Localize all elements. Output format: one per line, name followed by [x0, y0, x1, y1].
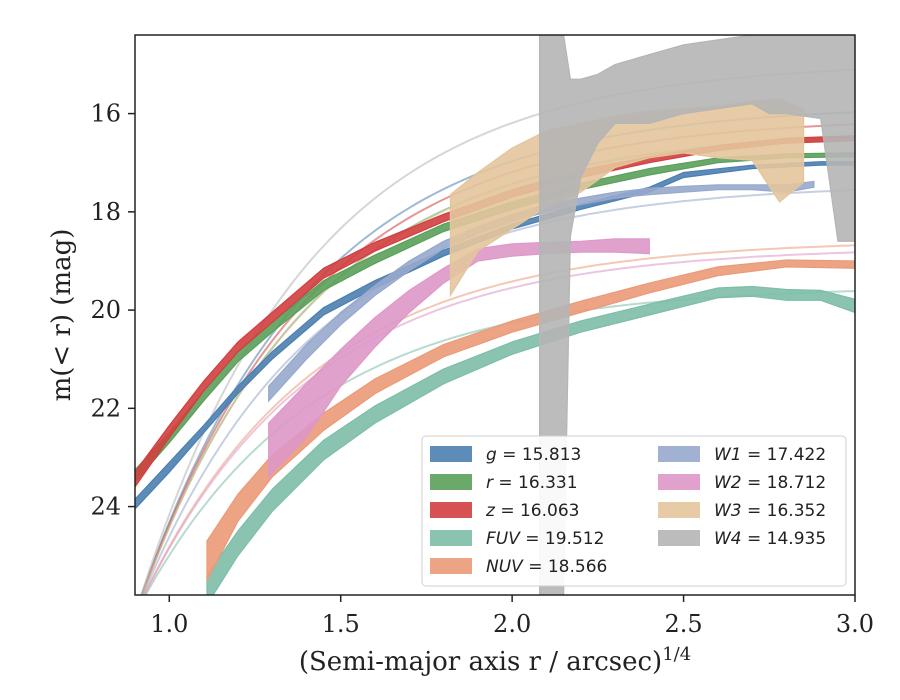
y-tick-label: 22 — [90, 394, 121, 422]
legend-label-w4: W4 = 14.935 — [714, 529, 826, 549]
x-axis-ticks: 1.0 1.5 2.0 2.5 3.0 — [150, 595, 874, 638]
legend-band-name: W1 — [714, 445, 742, 465]
legend-swatch-w2 — [658, 474, 700, 490]
legend-band-name: NUV — [486, 557, 524, 577]
x-tick-label: 2.0 — [493, 610, 531, 638]
legend-label-z: z = 16.063 — [485, 501, 579, 521]
legend-swatch-w4 — [658, 530, 700, 546]
legend-band-value: = 17.422 — [742, 445, 827, 465]
band-w2 — [268, 238, 650, 479]
y-tick-label: 24 — [90, 493, 121, 521]
legend-swatch-r — [430, 474, 472, 490]
legend-band-value: = 14.935 — [742, 529, 827, 549]
band-z — [135, 135, 855, 488]
legend-label-r: r = 16.331 — [486, 473, 578, 493]
legend-label-g: g = 15.813 — [486, 445, 581, 465]
legend-band-name: W3 — [714, 501, 742, 521]
fit-curve-nuv — [143, 244, 855, 595]
legend-band-value: = 16.063 — [495, 501, 580, 521]
plot-frame — [134, 34, 856, 596]
legend-label-fuv: FUV = 19.512 — [486, 529, 604, 549]
legend-swatch-w3 — [658, 502, 700, 518]
x-tick-label: 3.0 — [836, 610, 874, 638]
x-tick-label: 1.5 — [322, 610, 360, 638]
legend-swatch-nuv — [430, 558, 472, 574]
y-axis-ticks: 16 18 20 22 24 — [90, 100, 135, 521]
x-axis-label: (Semi-major axis r / arcsec)1/4 — [299, 644, 691, 677]
legend-label-w1: W1 = 17.422 — [714, 445, 826, 465]
legend-label-w3: W3 = 16.352 — [714, 501, 826, 521]
fit-curve-w2 — [143, 251, 855, 595]
band-fuv — [206, 285, 855, 595]
y-tick-label: 18 — [90, 198, 121, 226]
legend-band-value: = 19.512 — [520, 529, 605, 549]
legend-band-name: r — [486, 473, 494, 493]
legend-band-name: z — [485, 501, 496, 521]
band-nuv — [206, 259, 855, 581]
legend-box — [421, 435, 847, 587]
y-tick-label: 20 — [90, 296, 121, 324]
y-tick-label: 16 — [90, 100, 121, 128]
legend-band-name: W2 — [714, 473, 742, 493]
y-axis-label: m(< r) (mag) — [47, 229, 77, 402]
x-tick-label: 2.5 — [664, 610, 702, 638]
band-w4 — [539, 35, 855, 595]
legend-band-name: FUV — [486, 529, 521, 549]
data-bands — [135, 35, 855, 595]
legend-band-value: = 18.566 — [523, 557, 608, 577]
band-r — [135, 152, 855, 483]
legend-swatch-g — [430, 446, 472, 462]
legend-swatch-z — [430, 502, 472, 518]
legend-band-value: = 18.712 — [742, 473, 827, 493]
legend-band-name: g — [486, 445, 497, 465]
legend-swatch-fuv — [430, 530, 472, 546]
x-axis-label-exponent: 1/4 — [662, 644, 691, 665]
legend-label-w2: W2 = 18.712 — [714, 473, 826, 493]
legend-band-value: = 15.813 — [497, 445, 582, 465]
x-axis-label-text: (Semi-major axis r / arcsec) — [299, 647, 662, 677]
legend-swatch-w1 — [658, 446, 700, 462]
legend-band-value: = 16.352 — [742, 501, 827, 521]
legend-band-name: W4 — [714, 529, 742, 549]
x-tick-label: 1.0 — [150, 610, 188, 638]
legend-label-nuv: NUV = 18.566 — [486, 557, 607, 577]
legend-band-value: = 16.331 — [493, 473, 578, 493]
